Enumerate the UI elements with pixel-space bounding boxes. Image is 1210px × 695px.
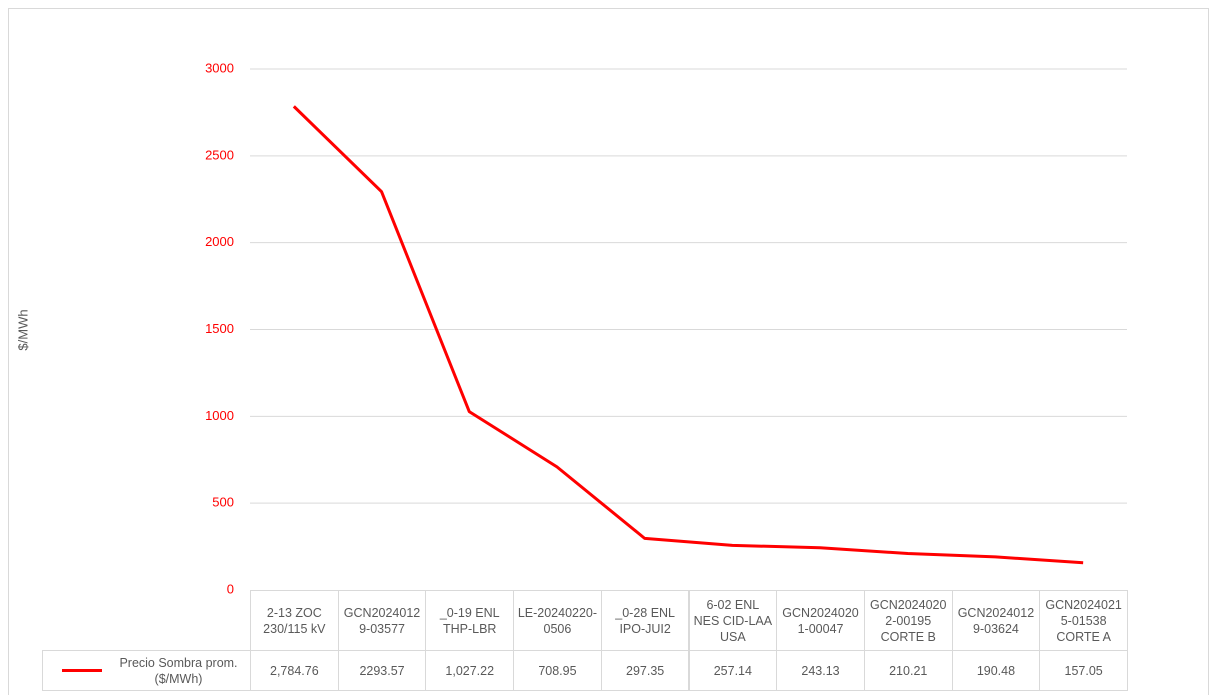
category-cell: 2-13 ZOC 230/115 kV <box>250 590 339 651</box>
y-tick-label: 2500 <box>205 147 234 162</box>
category-cell: _0-19 ENL THP-LBR <box>425 590 515 651</box>
value-cell: 1,027.22 <box>425 650 515 691</box>
value-cell: 210.21 <box>863 650 953 691</box>
value-cell: 2293.57 <box>337 650 427 691</box>
legend-cell: Precio Sombra prom. ($/MWh) <box>42 650 251 691</box>
y-axis-title: $/MWh <box>15 309 30 350</box>
y-tick-label: 500 <box>212 495 234 510</box>
category-cell: 6-02 ENL NES CID-LAA USA <box>688 590 778 651</box>
value-cell: 157.05 <box>1039 650 1128 691</box>
y-tick-label: 0 <box>227 581 234 596</box>
value-cell: 297.35 <box>600 650 690 691</box>
category-cell: GCN20240129-03577 <box>337 590 427 651</box>
category-cell: GCN20240129-03624 <box>951 590 1041 651</box>
category-cell: GCN20240201-00047 <box>776 590 865 651</box>
y-tick-label: 1000 <box>205 408 234 423</box>
legend-swatch <box>62 669 102 672</box>
value-cell: 708.95 <box>513 650 602 691</box>
value-cell: 257.14 <box>688 650 778 691</box>
legend-label: Precio Sombra prom. ($/MWh) <box>119 655 238 686</box>
category-cell: GCN20240202-00195 CORTE B <box>863 590 953 651</box>
series-line <box>292 105 1084 565</box>
y-tick-label: 1500 <box>205 321 234 336</box>
category-cell: LE-20240220-0506 <box>513 590 602 651</box>
value-cell: 243.13 <box>776 650 865 691</box>
category-cell: _0-28 ENL IPO-JUI2 <box>600 590 690 651</box>
y-tick-label: 2000 <box>205 234 234 249</box>
category-cell: GCN20240215-01538 CORTE A <box>1039 590 1128 651</box>
chart-border <box>8 8 1209 695</box>
y-tick-label: 3000 <box>205 60 234 75</box>
value-cell: 2,784.76 <box>250 650 339 691</box>
value-cell: 190.48 <box>951 650 1041 691</box>
